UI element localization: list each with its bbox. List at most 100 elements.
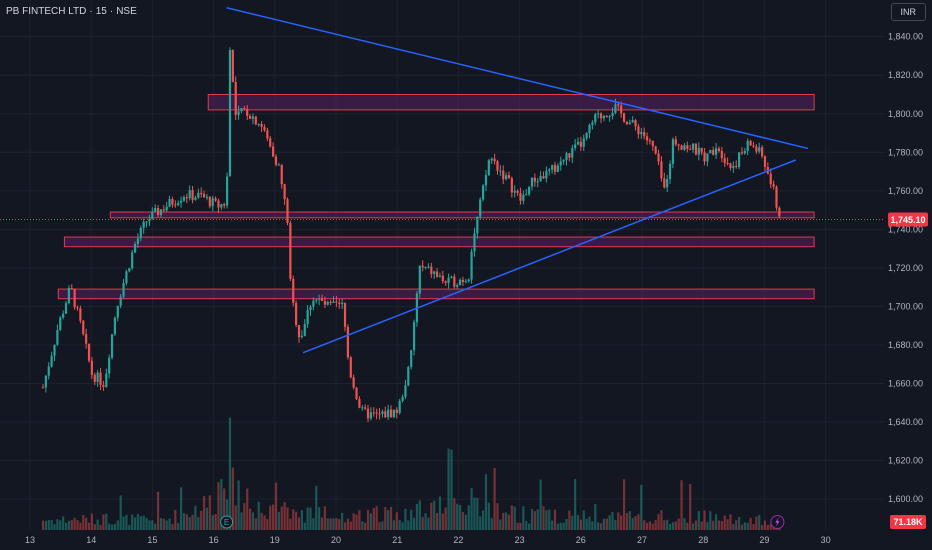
volume-bar: [131, 514, 134, 530]
candle-body: [191, 190, 194, 200]
candle-body: [266, 130, 269, 139]
volume-bar: [122, 516, 125, 530]
volume-bar: [326, 518, 329, 530]
volume-bar: [384, 507, 387, 530]
trendlines[interactable]: [226, 7, 809, 354]
price-tick-label: 1,820.00: [888, 70, 923, 80]
volume-bar: [758, 514, 761, 530]
candle-body: [102, 384, 105, 387]
volume-bar: [631, 518, 634, 530]
volume-bar: [559, 522, 562, 530]
candle-body: [559, 161, 562, 166]
candle-body: [174, 204, 177, 206]
volume-bar: [272, 504, 275, 530]
volume-bar: [286, 507, 289, 530]
volume-bar: [620, 515, 623, 530]
volume-bar: [182, 513, 186, 530]
candle-body: [755, 146, 758, 152]
trendline[interactable]: [302, 159, 797, 354]
candle-body: [125, 271, 128, 284]
price-zone[interactable]: [109, 211, 815, 219]
candle-body: [553, 165, 557, 172]
candle-body: [493, 158, 496, 162]
candle-body: [729, 163, 732, 168]
candle-body: [274, 156, 278, 165]
volume-bar: [553, 509, 557, 530]
volume-bar: [361, 521, 364, 530]
candle-body: [579, 141, 582, 147]
candle-body: [306, 310, 309, 325]
volume-bar: [70, 520, 73, 530]
volume-bar: [743, 522, 746, 530]
candle-body: [674, 139, 677, 145]
price-axis[interactable]: 1,600.00 1,620.00 1,640.00 1,660.00 1,680.00…: [886, 0, 932, 550]
candle-body: [746, 140, 749, 151]
candle-body: [64, 303, 68, 314]
earnings-icon[interactable]: [220, 515, 234, 529]
volume-bar: [148, 520, 151, 530]
volume-bar: [470, 488, 473, 530]
volume-bar: [671, 522, 675, 530]
trendline[interactable]: [226, 7, 809, 150]
volume-bar: [689, 484, 692, 530]
price-zone[interactable]: [207, 93, 815, 111]
volume-bar: [551, 520, 554, 530]
candle-body: [689, 148, 692, 150]
candle-body: [640, 132, 643, 135]
candle-body: [660, 161, 663, 179]
candle-body: [251, 116, 255, 119]
volume-bar: [458, 504, 462, 530]
volume-bar: [194, 505, 197, 530]
candle-body: [648, 140, 652, 142]
candle-body: [44, 375, 47, 388]
volume-bar: [292, 509, 295, 530]
volume-bar: [467, 505, 470, 530]
volume-bar: [484, 474, 488, 530]
candle-body: [185, 197, 188, 199]
candle-body: [165, 206, 168, 211]
currency-button[interactable]: INR: [890, 3, 926, 21]
candle-body: [533, 177, 536, 182]
volume-bar: [505, 512, 508, 530]
candle-body: [217, 200, 220, 208]
volume-bar: [487, 502, 490, 530]
volume-bar: [214, 514, 217, 530]
volume-bar: [654, 520, 657, 530]
candle-body: [384, 411, 387, 418]
support-resistance-zones[interactable]: [57, 93, 815, 300]
volume-bar: [740, 524, 744, 530]
volume-bar: [243, 503, 246, 530]
candle-body: [444, 281, 447, 284]
volume-bar: [300, 510, 303, 530]
candle-body: [122, 283, 125, 297]
volume-bar: [709, 511, 712, 530]
volume-bar: [47, 519, 50, 530]
volume-bar: [461, 512, 465, 530]
volume-bar: [657, 514, 660, 530]
time-axis[interactable]: 13 14 15 16 19 20 21 22 23 26 27 28 29 30: [0, 530, 886, 550]
volume-bar: [717, 520, 721, 530]
candle-body: [758, 147, 761, 152]
price-zone[interactable]: [63, 236, 815, 248]
volume-bar: [105, 513, 108, 530]
volume-bar: [372, 507, 375, 530]
volume-bar: [752, 524, 755, 530]
price-zone[interactable]: [57, 288, 815, 300]
lightning-glyph: [775, 517, 780, 527]
volume-bar: [257, 501, 260, 530]
volume-bars: [41, 417, 781, 530]
volume-bar: [128, 525, 131, 530]
candle-body: [272, 146, 275, 157]
volume-bar: [625, 513, 629, 530]
symbol-name: PB FINTECH LTD: [6, 6, 87, 17]
candle-body: [611, 112, 614, 117]
volume-bar: [133, 517, 137, 530]
volume-bar: [254, 518, 257, 530]
candle-body: [752, 145, 755, 147]
volume-bar: [76, 520, 79, 530]
volume-bar: [392, 520, 396, 530]
volume-bar: [686, 522, 689, 530]
candle-body: [182, 197, 186, 201]
date-tick-label: 28: [698, 535, 708, 545]
